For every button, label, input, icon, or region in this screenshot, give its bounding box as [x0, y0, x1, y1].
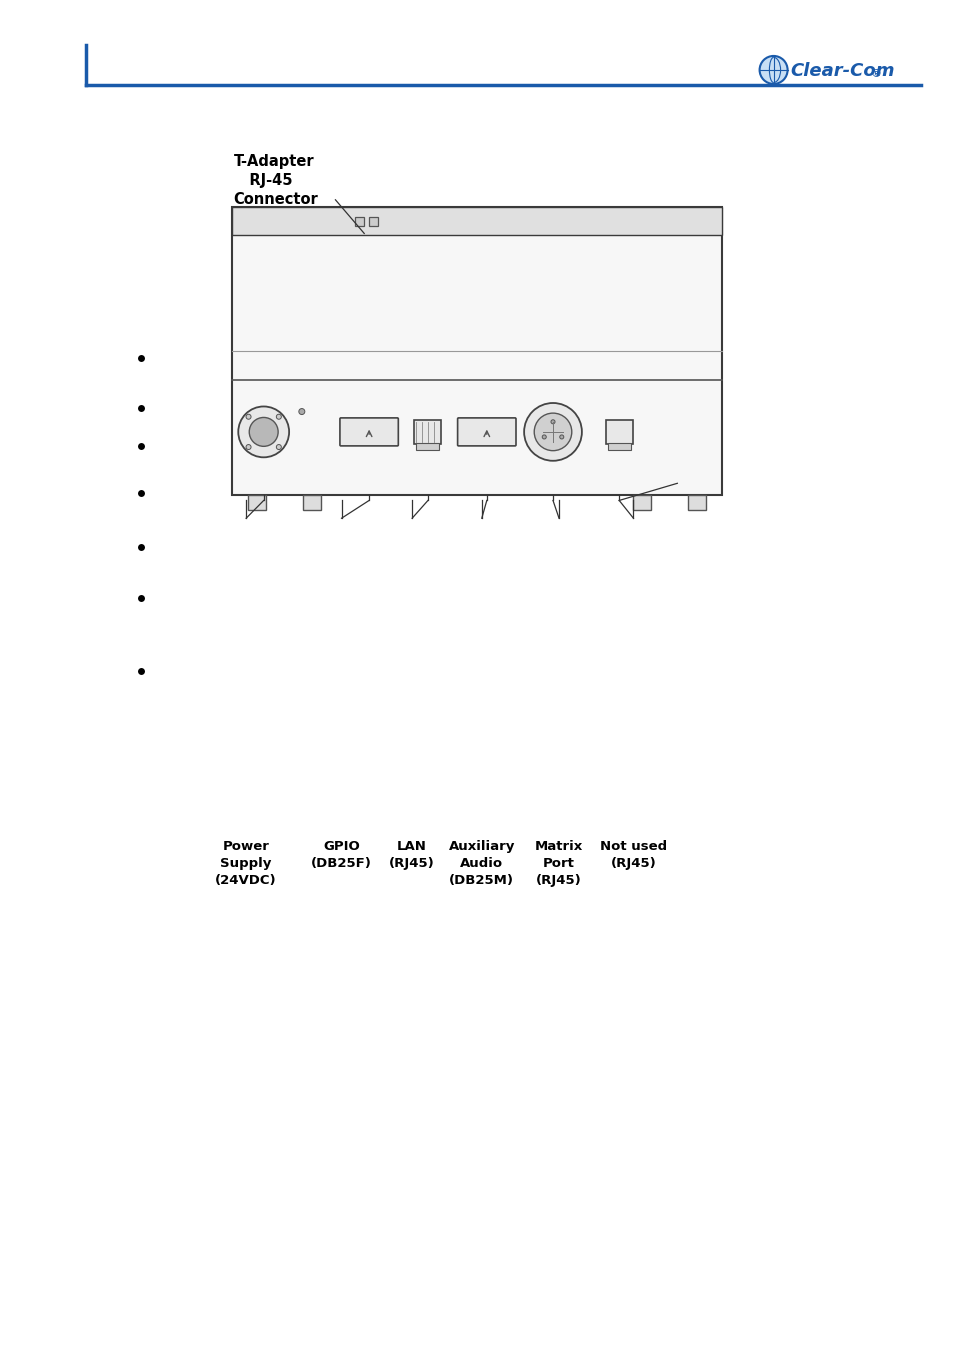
Bar: [607, 443, 630, 450]
FancyBboxPatch shape: [457, 418, 516, 446]
Circle shape: [551, 420, 555, 424]
Circle shape: [523, 404, 581, 460]
Text: GPIO
(DB25F): GPIO (DB25F): [311, 840, 372, 869]
Text: ®: ®: [870, 69, 881, 78]
Circle shape: [276, 444, 281, 450]
Text: Not used
(RJ45): Not used (RJ45): [599, 840, 666, 869]
Circle shape: [246, 444, 251, 450]
Bar: [687, 495, 705, 510]
Bar: [232, 207, 721, 495]
Bar: [355, 217, 364, 225]
Circle shape: [276, 414, 281, 420]
Bar: [605, 420, 632, 444]
Circle shape: [534, 413, 571, 451]
Text: Matrix
Port
(RJ45): Matrix Port (RJ45): [535, 840, 582, 887]
Circle shape: [541, 435, 546, 439]
Circle shape: [238, 406, 289, 458]
Bar: [414, 420, 441, 444]
Circle shape: [246, 414, 251, 420]
Bar: [232, 207, 721, 235]
Text: Clear-Com: Clear-Com: [790, 62, 894, 80]
Bar: [416, 443, 439, 450]
Circle shape: [559, 435, 563, 439]
Circle shape: [759, 55, 787, 84]
FancyBboxPatch shape: [339, 418, 398, 446]
Text: Auxiliary
Audio
(DB25M): Auxiliary Audio (DB25M): [448, 840, 515, 887]
Text: LAN
(RJ45): LAN (RJ45): [389, 840, 435, 869]
Text: Connector: Connector: [233, 192, 318, 207]
Text: RJ-45: RJ-45: [233, 173, 292, 188]
Text: T-Adapter: T-Adapter: [233, 154, 314, 169]
Bar: [248, 495, 266, 510]
Bar: [302, 495, 320, 510]
Text: Power
Supply
(24VDC): Power Supply (24VDC): [215, 840, 276, 887]
Bar: [633, 495, 651, 510]
Bar: [369, 217, 377, 225]
Circle shape: [298, 409, 305, 414]
Circle shape: [249, 417, 278, 447]
